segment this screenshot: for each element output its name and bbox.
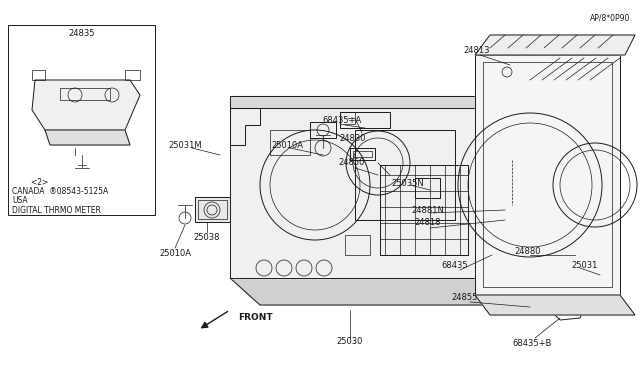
Text: USA: USA: [12, 196, 28, 205]
Text: 25010A: 25010A: [271, 141, 303, 150]
Polygon shape: [230, 108, 480, 278]
Polygon shape: [475, 295, 635, 315]
Text: 25031: 25031: [572, 260, 598, 269]
Text: AP/8*0P90: AP/8*0P90: [589, 13, 630, 22]
Polygon shape: [475, 35, 635, 55]
Text: 25038: 25038: [194, 232, 220, 241]
Text: 24855: 24855: [452, 294, 478, 302]
Text: 24835: 24835: [68, 29, 95, 38]
Text: 68435+A: 68435+A: [323, 115, 362, 125]
Polygon shape: [45, 130, 130, 145]
Text: <2>: <2>: [12, 177, 48, 186]
Text: 24850: 24850: [339, 157, 365, 167]
Polygon shape: [195, 197, 230, 222]
Text: 25035N: 25035N: [392, 179, 424, 187]
Text: 24818: 24818: [415, 218, 441, 227]
Text: 25031M: 25031M: [168, 141, 202, 150]
Polygon shape: [480, 108, 510, 305]
Text: 24881N: 24881N: [412, 205, 444, 215]
Text: 24813: 24813: [464, 45, 490, 55]
Text: 25010A: 25010A: [159, 248, 191, 257]
Text: 24830: 24830: [340, 134, 366, 142]
Text: 25030: 25030: [337, 337, 363, 346]
Polygon shape: [32, 80, 140, 130]
Text: FRONT: FRONT: [238, 314, 273, 323]
Polygon shape: [230, 278, 510, 305]
Text: CANADA  ®08543-5125A: CANADA ®08543-5125A: [12, 186, 108, 196]
Text: 24880: 24880: [515, 247, 541, 256]
Text: 68435: 68435: [442, 260, 468, 269]
Text: DIGITAL THRMO METER: DIGITAL THRMO METER: [12, 205, 101, 215]
Polygon shape: [475, 55, 620, 295]
Text: 68435+B: 68435+B: [512, 339, 552, 347]
Polygon shape: [230, 96, 480, 108]
